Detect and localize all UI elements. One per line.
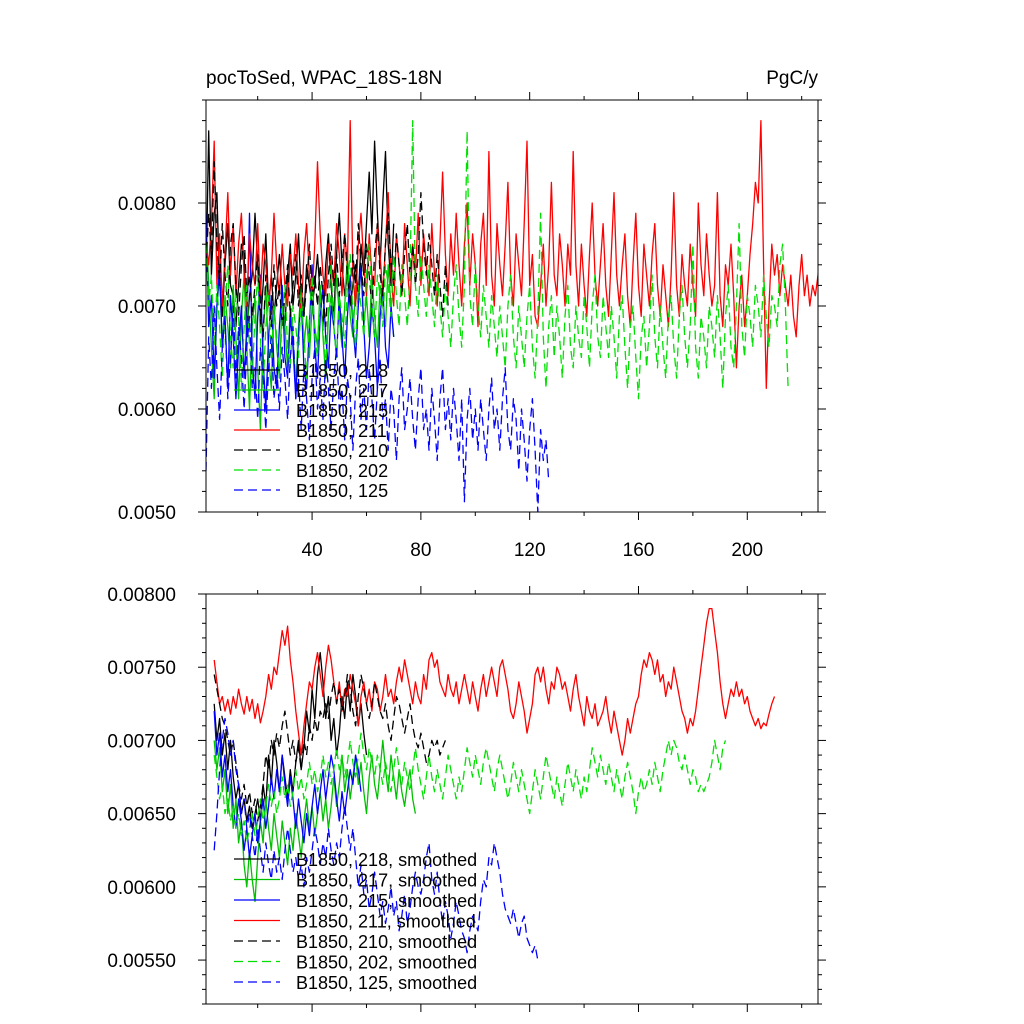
bottom-series-line-2 [213,711,362,859]
top-legend-label: B1850, 202 [296,461,388,481]
top-units: PgC/y [766,68,818,89]
bottom-series-group [213,607,776,961]
top-series-group [206,119,818,512]
top-series-line-6 [206,305,550,512]
top-legend-label: B1850, 125 [296,481,388,501]
top-ytick-label: 0.0060 [118,400,176,421]
top-panel: pocToSed, WPAC_18S-18N PgC/y 40 80 120 160 2… [118,68,826,561]
top-legend-label: B1850, 210 [296,441,388,461]
bottom-legend-label: B1850, 210, smoothed [296,932,477,952]
bottom-ytick-label: 0.00550 [107,951,176,972]
top-xtick-label: 160 [623,540,655,561]
bottom-panel: 0.00550 0.00600 0.00650 0.00700 0.00750 0.008… [107,585,826,1012]
top-title: pocToSed, WPAC_18S-18N [206,68,442,89]
bottom-series-line-5 [213,732,727,844]
bottom-legend-label: B1850, 218, smoothed [296,850,477,870]
bottom-ytick-label: 0.00800 [107,585,176,606]
top-ytick-label: 0.0070 [118,297,176,318]
bottom-series-line-3 [213,607,776,756]
bottom-legend-label: B1850, 125, smoothed [296,973,477,993]
bottom-ytick-label: 0.00700 [107,731,176,752]
top-ytick-label: 0.0050 [118,503,176,524]
top-xtick-label: 200 [731,540,763,561]
bottom-ytick-label: 0.00650 [107,805,176,826]
top-legend-label: B1850, 211 [296,421,387,441]
top-ytick-label: 0.0080 [118,194,176,215]
bottom-series-line-1 [213,739,417,903]
bottom-ytick-label: 0.00750 [107,658,176,679]
top-legend-label: B1850, 215 [296,401,388,421]
bottom-series-line-4 [213,673,447,822]
top-xtick-label: 120 [514,540,546,561]
top-legend-label: B1850, 217 [296,381,388,401]
bottom-series-line-6 [213,717,539,961]
bottom-ytick-label: 0.00600 [107,878,176,899]
bottom-legend-label: B1850, 217, smoothed [296,871,477,891]
top-series-line-5 [206,119,789,400]
bottom-legend-label: B1850, 211, smoothed [296,912,476,932]
bottom-legend-label: B1850, 202, smoothed [296,953,477,973]
top-legend-label: B1850, 218 [296,361,388,381]
top-xtick-label: 40 [302,540,323,561]
bottom-legend-label: B1850, 215, smoothed [296,891,477,911]
top-xtick-label: 80 [410,540,431,561]
